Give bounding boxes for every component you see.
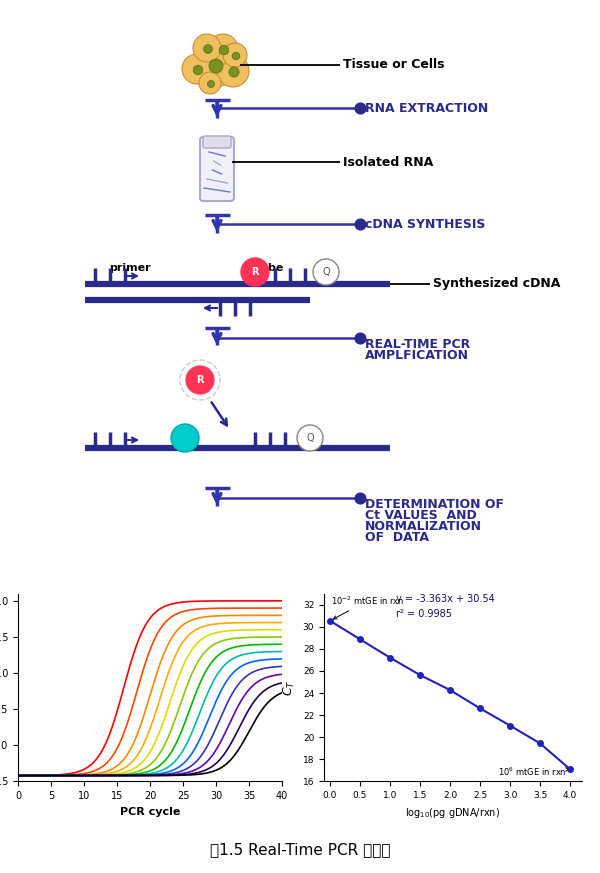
Circle shape [217,55,249,87]
X-axis label: PCR cycle: PCR cycle [120,807,180,816]
Circle shape [193,34,221,62]
Text: Isolated RNA: Isolated RNA [343,155,433,168]
Circle shape [203,45,212,53]
Text: R: R [251,267,259,277]
FancyBboxPatch shape [203,136,231,148]
Point [355,101,365,115]
Text: DETERMINATION OF: DETERMINATION OF [365,498,504,511]
Circle shape [297,425,323,451]
Circle shape [229,67,239,77]
Text: y = -3.363x + 30.54: y = -3.363x + 30.54 [396,595,495,604]
Text: OF  DATA: OF DATA [365,531,429,544]
Y-axis label: $C_T$: $C_T$ [282,679,297,696]
Text: Tissue or Cells: Tissue or Cells [343,58,445,72]
Text: AMPLFICATION: AMPLFICATION [365,349,469,362]
Text: 图1.5 Real-Time PCR 流程图: 图1.5 Real-Time PCR 流程图 [210,842,390,857]
Circle shape [186,366,214,394]
Text: REAL-TIME PCR: REAL-TIME PCR [365,338,470,351]
Text: $10^6$ mtGE in rxn: $10^6$ mtGE in rxn [498,766,569,778]
Text: NORMALIZATION: NORMALIZATION [365,520,482,533]
Text: Q: Q [306,433,314,443]
X-axis label: log$_{10}$(pg gDNA/rxn): log$_{10}$(pg gDNA/rxn) [406,806,500,820]
Text: RNA EXTRACTION: RNA EXTRACTION [365,101,488,114]
Point [355,491,365,505]
Circle shape [199,72,221,94]
Circle shape [219,45,229,55]
Text: Synthesized cDNA: Synthesized cDNA [433,278,560,291]
Text: Q: Q [322,267,330,277]
Circle shape [241,258,269,286]
Text: Ct VALUES  AND: Ct VALUES AND [365,509,477,522]
Circle shape [182,54,212,84]
Point [355,331,365,345]
Circle shape [208,34,238,64]
Text: cDNA SYNTHESIS: cDNA SYNTHESIS [365,217,485,230]
Circle shape [171,424,199,452]
Circle shape [193,65,203,75]
Circle shape [223,43,247,67]
Text: R: R [196,375,204,385]
Text: probe: probe [247,263,283,273]
Text: r² = 0.9985: r² = 0.9985 [396,608,452,619]
Circle shape [313,259,339,285]
Circle shape [208,80,215,87]
FancyBboxPatch shape [200,137,234,201]
Circle shape [209,59,223,73]
Circle shape [232,52,240,60]
Point [355,217,365,231]
Text: $10^{-2}$ mtGE in rxn: $10^{-2}$ mtGE in rxn [331,595,405,619]
Text: primer: primer [109,263,151,273]
Circle shape [193,43,237,87]
